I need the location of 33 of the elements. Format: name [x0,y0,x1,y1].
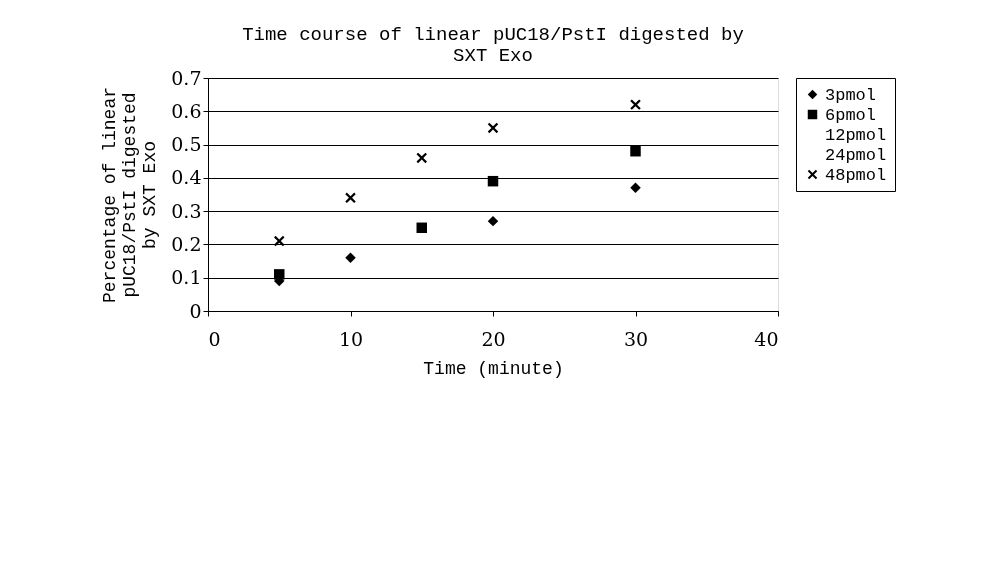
point [345,192,356,204]
point [630,99,641,110]
x-tick-label: 30 [623,327,649,350]
x-tick-label: 40 [754,327,779,350]
x-tick-label: 20 [481,327,506,350]
point [416,152,427,164]
y-axis-title: Percentage of linear pUC18/PstI digested by SXT Exo [100,86,161,304]
y-tick-label: 0.3 [171,199,202,222]
chart-title: Time course of linear pUC18/PstI digested by SXT Exo [242,24,744,67]
point [487,122,499,134]
point [274,269,285,280]
point [630,145,641,157]
y-tick-label: 0.4 [171,166,202,189]
y-tick-label: 0.5 [171,133,202,156]
y-tick-label: 0.7 [171,66,202,89]
y-tick-label: 0.6 [171,99,202,122]
legend-label: 3pmol [825,85,877,105]
legend-label: 48pmol [825,165,887,185]
x-axis-title: Time (minute) [423,358,564,379]
y-tick-label: 0.2 [171,232,202,255]
point [416,222,427,234]
point [630,182,641,194]
legend-label: 24pmol [825,145,887,165]
y-tick-label: 0.1 [171,266,202,289]
y-tick-label: 0 [189,299,202,322]
legend-label: 6pmol [825,105,877,125]
point [274,235,285,247]
x-tick-label: 10 [338,327,364,350]
legend-label: 12pmol [825,125,887,145]
point [487,175,499,187]
point [487,215,499,227]
point [345,252,356,263]
x-tick-label: 0 [208,327,221,350]
